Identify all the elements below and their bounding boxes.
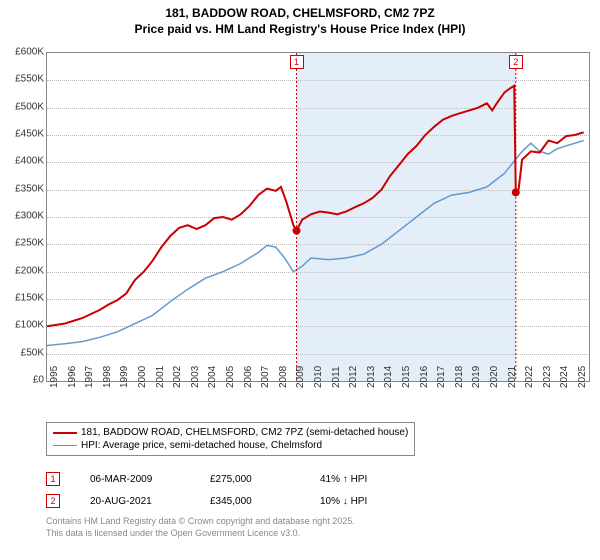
footer-attribution: Contains HM Land Registry data © Crown c… (46, 516, 355, 539)
transaction-date: 20-AUG-2021 (90, 496, 180, 507)
legend-item: HPI: Average price, semi-detached house,… (53, 439, 408, 452)
x-axis-label: 2004 (207, 366, 218, 388)
y-axis-label: £100K (4, 320, 44, 331)
legend-label: 181, BADDOW ROAD, CHELMSFORD, CM2 7PZ (s… (81, 427, 408, 438)
x-axis-label: 1999 (119, 366, 130, 388)
transaction-marker: 1 (46, 472, 60, 486)
series-price_paid (47, 86, 584, 326)
x-axis-label: 2011 (331, 366, 342, 388)
y-axis-label: £350K (4, 183, 44, 194)
x-axis-label: 2020 (489, 366, 500, 388)
y-axis-label: £550K (4, 74, 44, 85)
chart-svg (47, 53, 589, 381)
legend-swatch (53, 432, 77, 434)
x-axis-label: 2003 (190, 366, 201, 388)
transaction-row: 1 06-MAR-2009 £275,000 41% ↑ HPI (46, 468, 367, 490)
x-axis-label: 2019 (471, 366, 482, 388)
title-line2: Price paid vs. HM Land Registry's House … (0, 22, 600, 38)
footer-line2: This data is licensed under the Open Gov… (46, 528, 355, 540)
y-axis-label: £600K (4, 47, 44, 58)
y-axis-label: £400K (4, 156, 44, 167)
x-axis-label: 2010 (313, 366, 324, 388)
x-axis-label: 1995 (49, 366, 60, 388)
y-axis-label: £300K (4, 211, 44, 222)
y-axis-label: £250K (4, 238, 44, 249)
transaction-price: £345,000 (210, 496, 290, 507)
y-axis-label: £200K (4, 265, 44, 276)
x-axis-label: 2012 (348, 366, 359, 388)
x-axis-label: 2000 (137, 366, 148, 388)
series-hpi (47, 141, 584, 346)
x-axis-label: 2024 (559, 366, 570, 388)
x-axis-label: 1998 (102, 366, 113, 388)
footer-line1: Contains HM Land Registry data © Crown c… (46, 516, 355, 528)
y-axis-label: £150K (4, 293, 44, 304)
x-axis-label: 2021 (507, 366, 518, 388)
y-axis-label: £450K (4, 129, 44, 140)
x-axis-label: 2023 (542, 366, 553, 388)
x-axis-label: 2016 (419, 366, 430, 388)
x-axis-label: 2022 (524, 366, 535, 388)
x-axis-label: 2005 (225, 366, 236, 388)
x-axis-label: 2009 (295, 366, 306, 388)
chart-plot-area: 12 (46, 52, 590, 382)
marker-dot (512, 188, 520, 196)
legend-swatch (53, 445, 77, 446)
transaction-row: 2 20-AUG-2021 £345,000 10% ↓ HPI (46, 490, 367, 512)
x-axis-label: 2008 (278, 366, 289, 388)
transaction-delta: 10% ↓ HPI (320, 496, 367, 507)
transaction-price: £275,000 (210, 474, 290, 485)
chart-title: 181, BADDOW ROAD, CHELMSFORD, CM2 7PZ Pr… (0, 0, 600, 37)
marker-label: 2 (509, 55, 523, 69)
x-axis-label: 2013 (366, 366, 377, 388)
transaction-date: 06-MAR-2009 (90, 474, 180, 485)
y-axis-label: £50K (4, 347, 44, 358)
transactions-table: 1 06-MAR-2009 £275,000 41% ↑ HPI 2 20-AUG-202… (46, 468, 367, 512)
x-axis-label: 2015 (401, 366, 412, 388)
title-line1: 181, BADDOW ROAD, CHELMSFORD, CM2 7PZ (0, 6, 600, 22)
legend: 181, BADDOW ROAD, CHELMSFORD, CM2 7PZ (s… (46, 422, 415, 456)
x-axis-label: 2001 (155, 366, 166, 388)
x-axis-label: 2025 (577, 366, 588, 388)
y-axis-label: £0 (4, 375, 44, 386)
x-axis-label: 1997 (84, 366, 95, 388)
transaction-marker: 2 (46, 494, 60, 508)
x-axis-label: 2007 (260, 366, 271, 388)
x-axis-label: 2002 (172, 366, 183, 388)
y-axis-label: £500K (4, 101, 44, 112)
x-axis-label: 2017 (436, 366, 447, 388)
x-axis-label: 1996 (67, 366, 78, 388)
marker-dot (293, 227, 301, 235)
legend-label: HPI: Average price, semi-detached house,… (81, 440, 322, 451)
x-axis-label: 2018 (454, 366, 465, 388)
x-axis-label: 2006 (243, 366, 254, 388)
marker-label: 1 (290, 55, 304, 69)
transaction-delta: 41% ↑ HPI (320, 474, 367, 485)
legend-item: 181, BADDOW ROAD, CHELMSFORD, CM2 7PZ (s… (53, 426, 408, 439)
x-axis-label: 2014 (383, 366, 394, 388)
